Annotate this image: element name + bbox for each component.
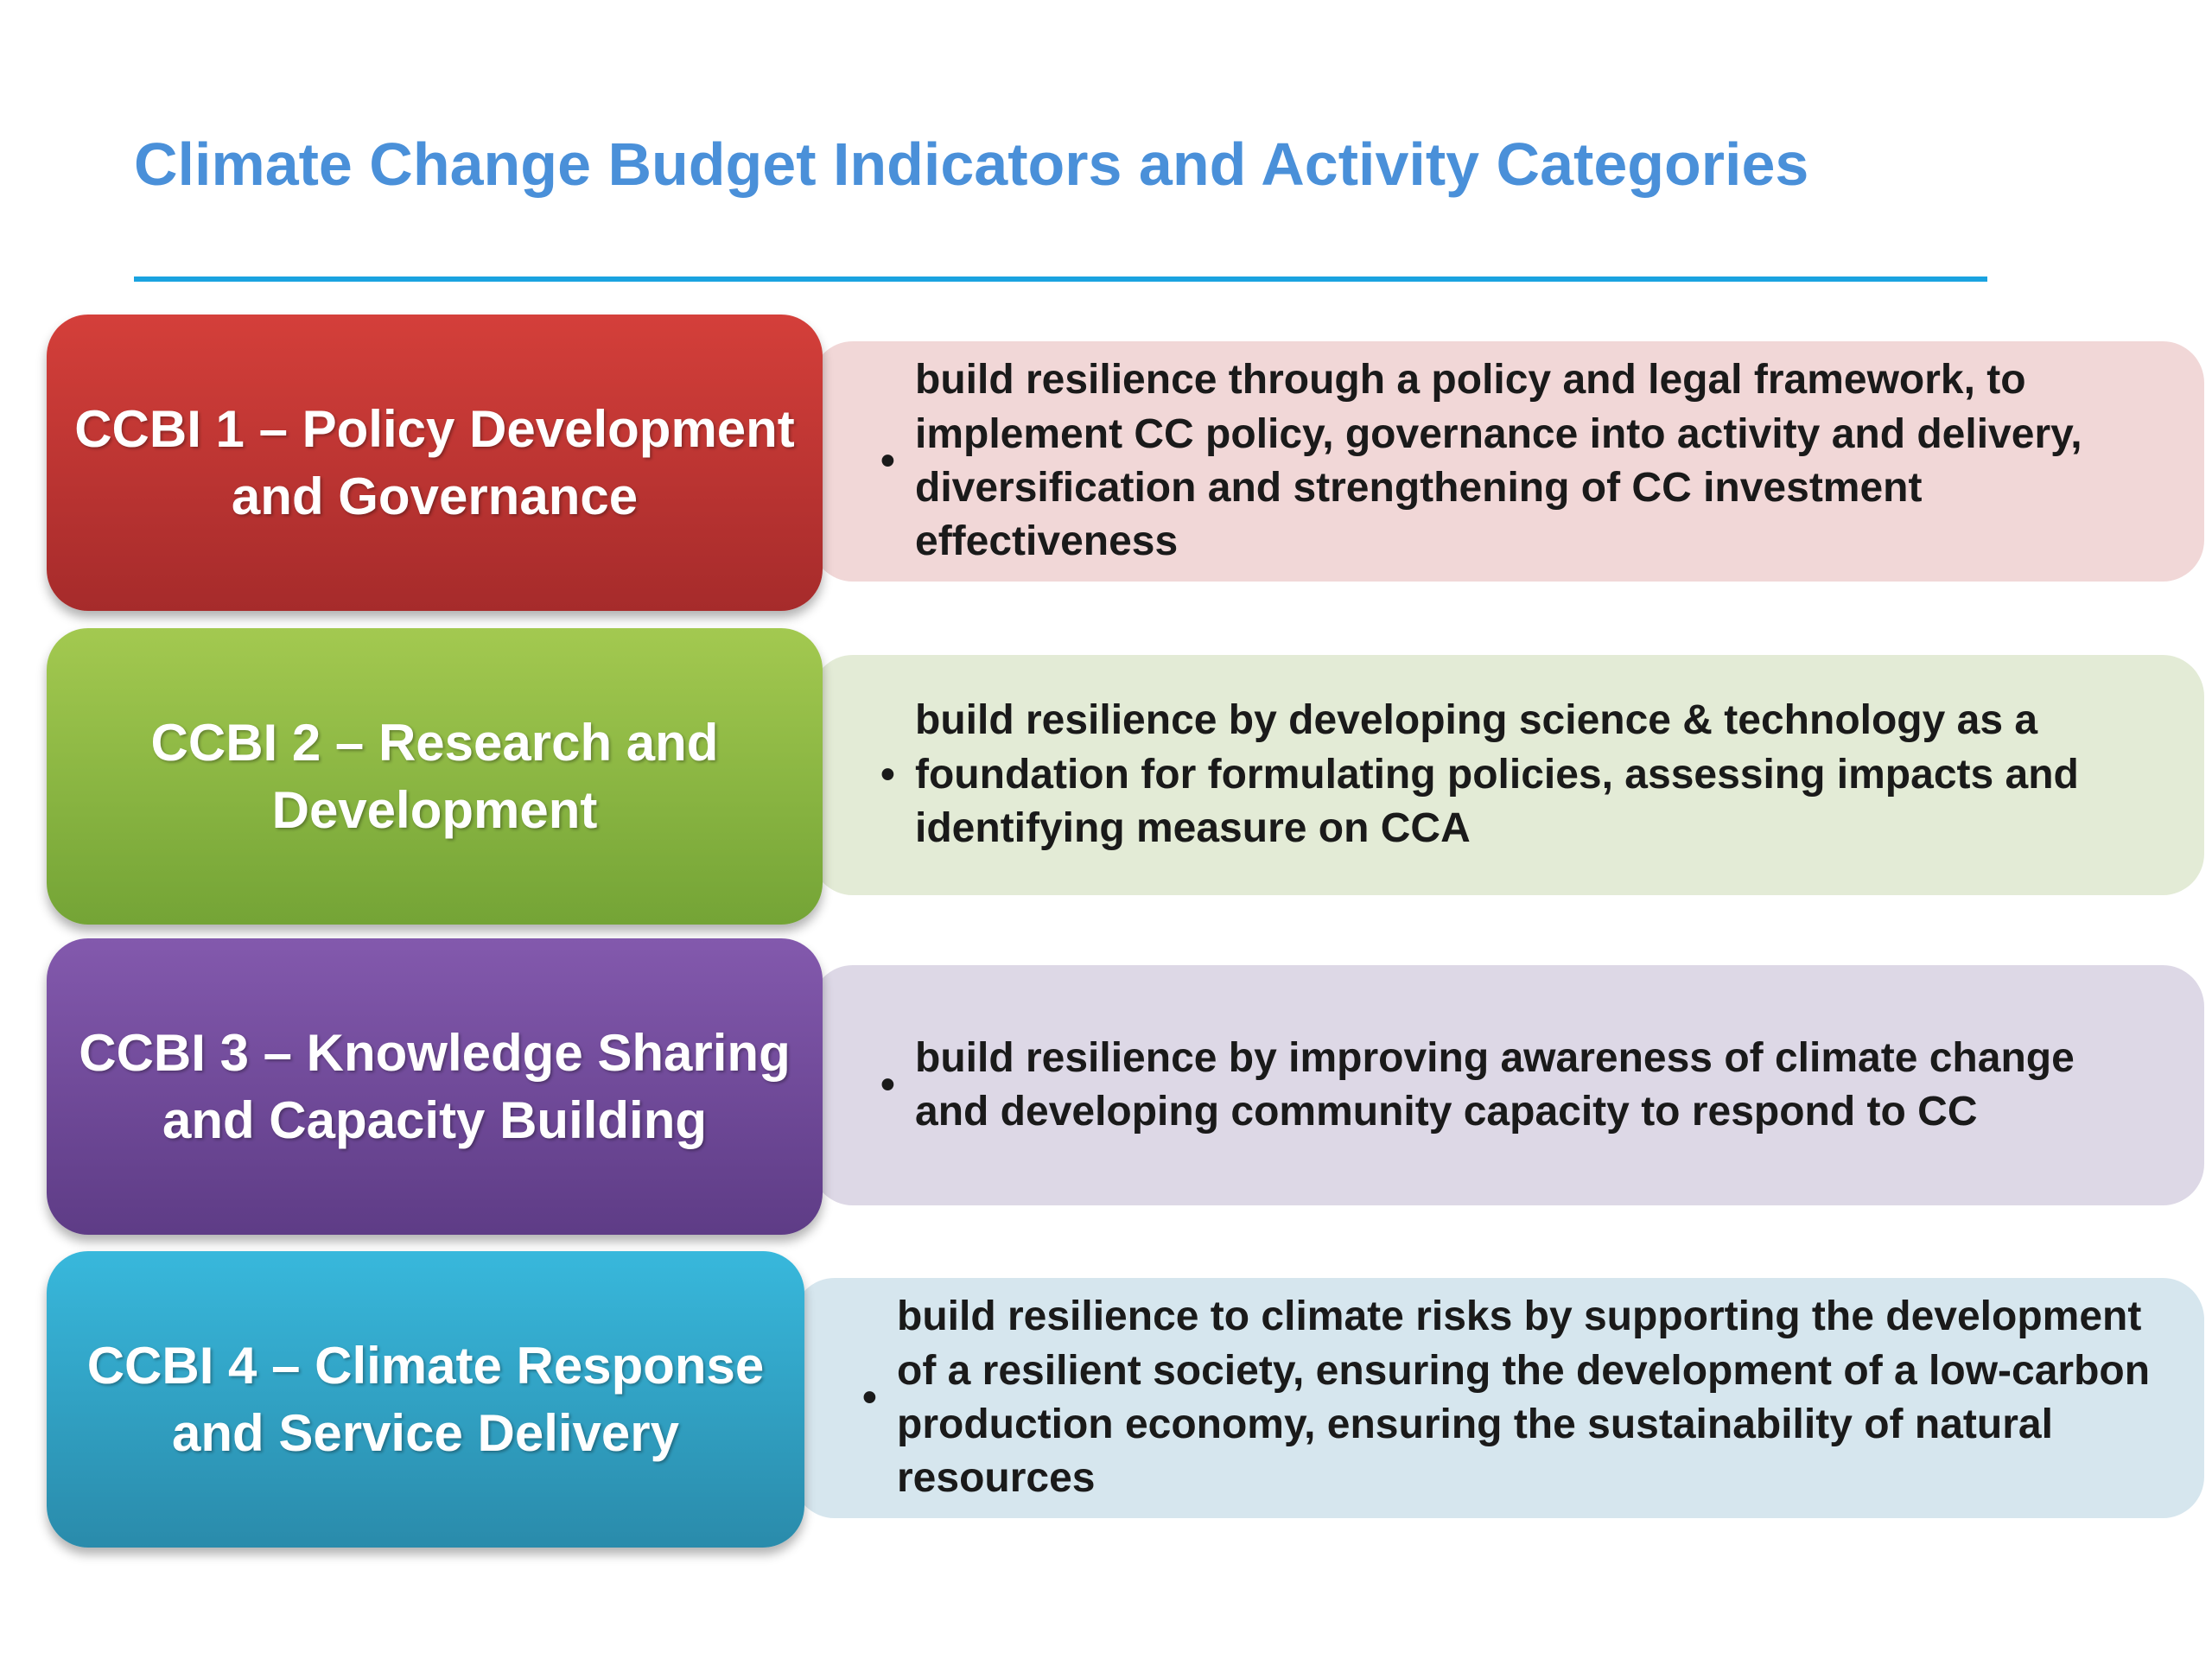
slide-title: Climate Change Budget Indicators and Act… [134,130,1809,198]
bullet: • [880,751,895,798]
description-box: • build resilience by improving awareness… [811,965,2204,1205]
description-text: build resilience to climate risks by sup… [897,1294,2151,1502]
category-label: CCBI 4 – Climate Response and Service De… [47,1251,804,1548]
description-box: • build resilience through a policy and l… [811,341,2204,582]
bullet: • [862,1374,877,1421]
description-text: build resilience by improving awareness … [915,1034,2075,1135]
description-text: build resilience through a policy and le… [915,357,2082,565]
description-box: • build resilience by developing science … [811,655,2204,895]
bullet: • [880,1061,895,1108]
category-label: CCBI 2 – Research and Development [47,628,823,925]
description-box: • build resilience to climate risks by su… [793,1278,2204,1518]
description-text: build resilience by developing science &… [915,697,2079,852]
title-rule [134,276,1987,282]
category-label: CCBI 3 – Knowledge Sharing and Capacity … [47,938,823,1235]
bullet: • [880,437,895,484]
category-label: CCBI 1 – Policy Development and Governan… [47,315,823,611]
